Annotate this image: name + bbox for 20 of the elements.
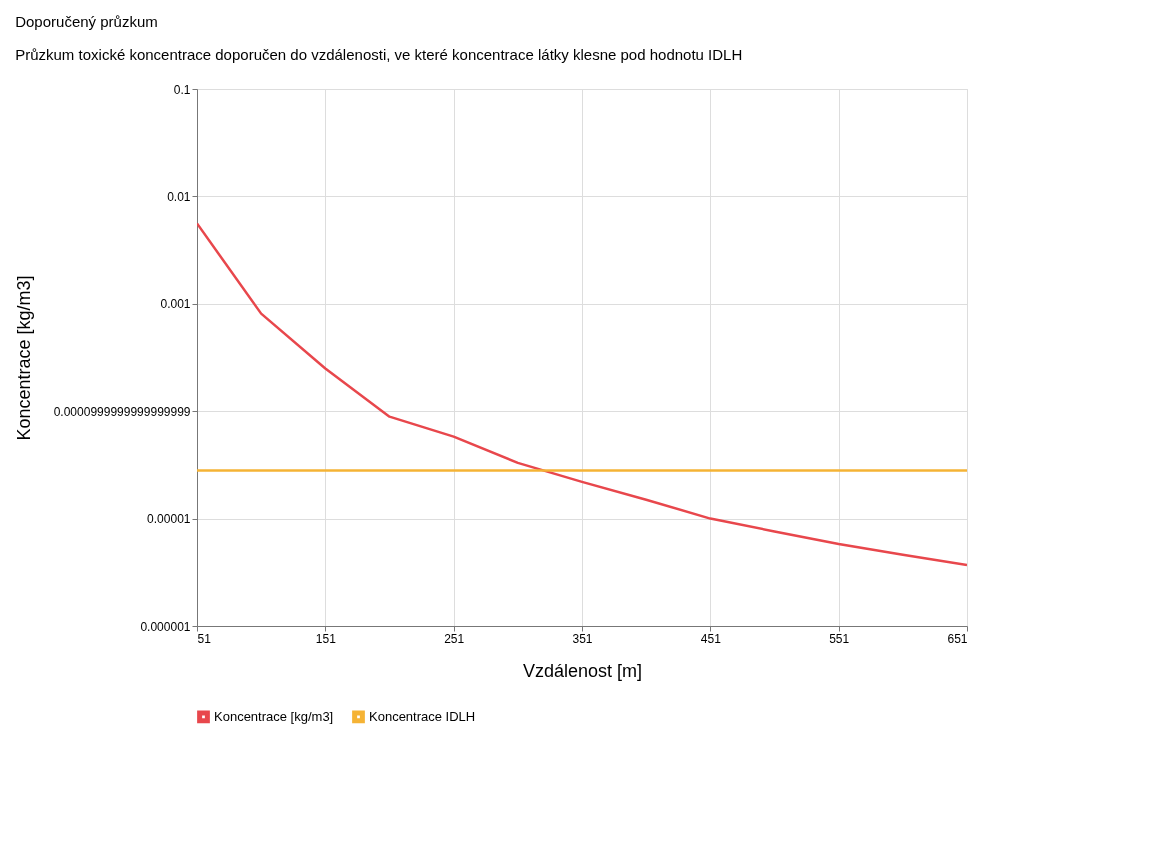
x-tick-label: 551 xyxy=(829,631,850,646)
y-tick-label: 0.0000999999999999999 xyxy=(53,404,191,419)
x-tick-label: 51 xyxy=(197,631,212,646)
x-tick-label: 451 xyxy=(700,631,722,646)
x-tick-label: 251 xyxy=(444,631,465,646)
legend-label: Koncentrace [kg/m3] xyxy=(214,708,334,724)
chart-title: Doporučený průzkum xyxy=(15,13,158,30)
y-tick-label: 0.001 xyxy=(160,297,191,312)
y-tick-label: 0.1 xyxy=(173,82,191,97)
x-axis-title: Vzdálenost [m] xyxy=(522,660,643,681)
x-tick-label: 351 xyxy=(572,631,593,646)
legend-label: Koncentrace IDLH xyxy=(369,708,476,724)
x-tick-label: 151 xyxy=(315,631,337,646)
line-series xyxy=(197,222,967,567)
y-tick-label: 0.00001 xyxy=(147,512,191,527)
x-tick-label: 651 xyxy=(947,631,968,646)
y-tick-label: 0.01 xyxy=(167,189,191,204)
y-tick-label: 0.000001 xyxy=(140,619,191,634)
chart-subtitle: Průzkum toxické koncentrace doporučen do vzdálenosti, ve které koncentrace látky klesne pod hodnotu IDLH xyxy=(15,46,743,63)
y-axis-title: Koncentrace [kg/m3] xyxy=(13,275,34,441)
